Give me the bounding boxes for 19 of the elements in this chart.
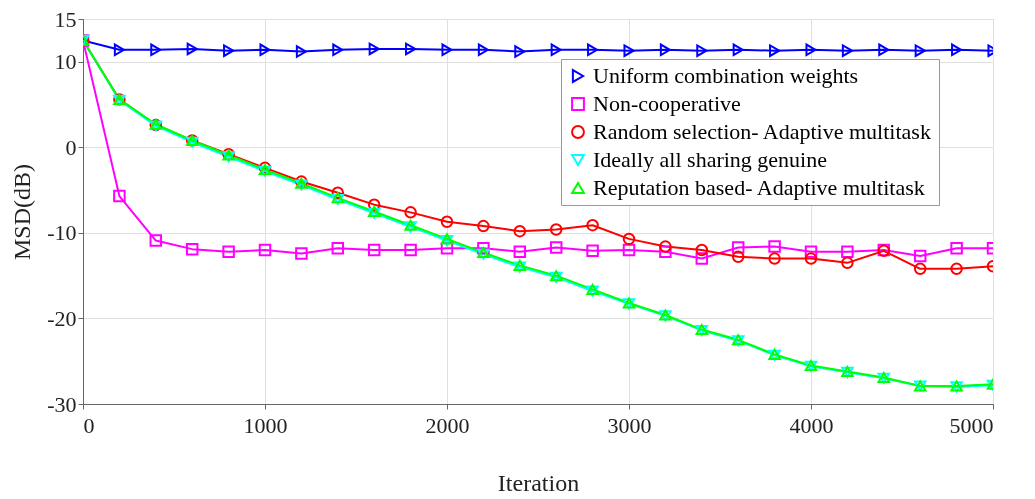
x-tick-label: 4000 — [789, 412, 834, 438]
x-tick-label: 0 — [83, 412, 95, 438]
y-tick-label: 0 — [65, 134, 77, 160]
legend-label: Uniform combination weights — [593, 63, 859, 88]
y-tick-label: 15 — [54, 6, 77, 32]
legend-label: Random selection- Adaptive multitask — [593, 119, 931, 144]
y-tick-label: -10 — [47, 220, 77, 246]
x-tick-label: 3000 — [607, 412, 652, 438]
y-tick-label: -20 — [47, 305, 77, 331]
legend-label: Ideally all sharing genuine — [593, 147, 827, 172]
x-tick-label: 2000 — [425, 412, 470, 438]
y-tick-label: -30 — [47, 391, 77, 417]
y-tick-label: 10 — [54, 49, 77, 75]
y-axis-title: MSD(dB) — [9, 163, 36, 261]
x-tick-label: 5000 — [949, 412, 994, 438]
legend-label: Reputation based- Adaptive multitask — [593, 175, 925, 200]
legend-label: Non-cooperative — [593, 91, 741, 116]
x-axis-title: Iteration — [497, 469, 580, 496]
x-tick-label: 1000 — [243, 412, 288, 438]
